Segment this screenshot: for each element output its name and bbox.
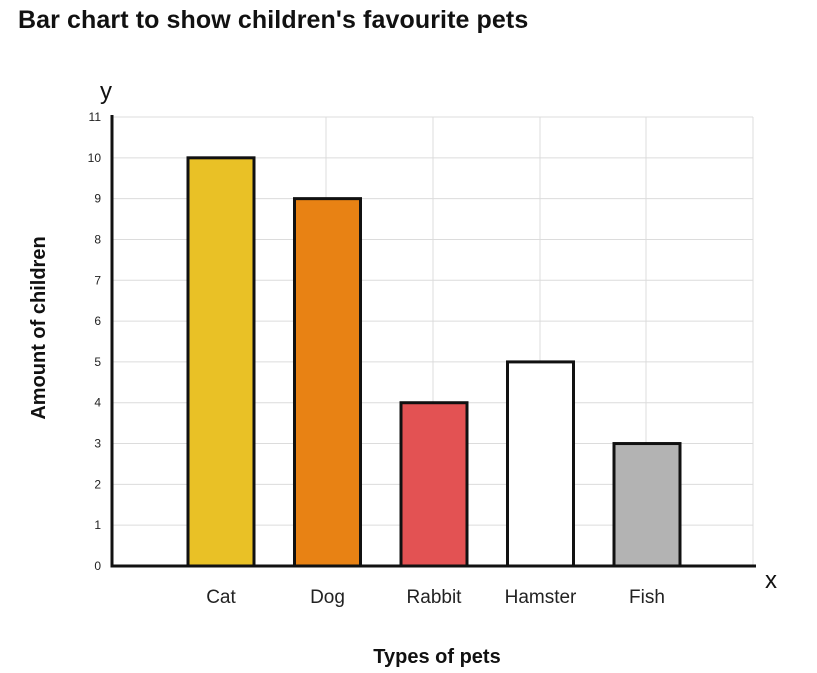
x-axis-letter: x <box>765 567 777 594</box>
x-tick-label-dog: Dog <box>310 587 345 608</box>
y-tick-label: 10 <box>88 151 102 165</box>
bar-cat <box>186 156 256 568</box>
x-tick-label-hamster: Hamster <box>505 587 577 608</box>
y-tick-label: 8 <box>94 232 101 246</box>
y-tick-label: 2 <box>94 477 101 491</box>
bar-hamster <box>506 360 575 568</box>
y-tick-label: 0 <box>94 559 101 573</box>
y-tick-label: 9 <box>94 192 101 206</box>
y-tick-label: 11 <box>89 110 102 124</box>
x-tick-label-fish: Fish <box>629 587 665 608</box>
bar-dog <box>293 197 362 568</box>
bar-rabbit <box>399 401 469 568</box>
axes <box>110 115 756 568</box>
bar-fish <box>612 442 682 568</box>
y-tick-label: 7 <box>94 273 101 287</box>
bars <box>186 156 682 568</box>
y-tick-label: 4 <box>94 396 101 410</box>
y-tick-label: 3 <box>94 437 101 451</box>
y-tick-label: 5 <box>94 355 101 369</box>
x-tick-label-rabbit: Rabbit <box>407 587 463 608</box>
y-axis-title: Amount of children <box>28 236 50 419</box>
x-axis-title: Types of pets <box>373 646 500 668</box>
page-title: Bar chart to show children's favourite p… <box>18 6 529 34</box>
y-axis-letter: y <box>100 78 112 105</box>
x-tick-labels: Cat Dog Rabbit Hamster Fish <box>206 587 665 608</box>
y-tick-labels: 0 1 2 3 4 5 6 7 8 9 10 11 <box>88 110 102 573</box>
y-tick-label: 6 <box>94 314 101 328</box>
y-tick-label: 1 <box>94 518 101 532</box>
x-tick-label-cat: Cat <box>206 587 236 608</box>
